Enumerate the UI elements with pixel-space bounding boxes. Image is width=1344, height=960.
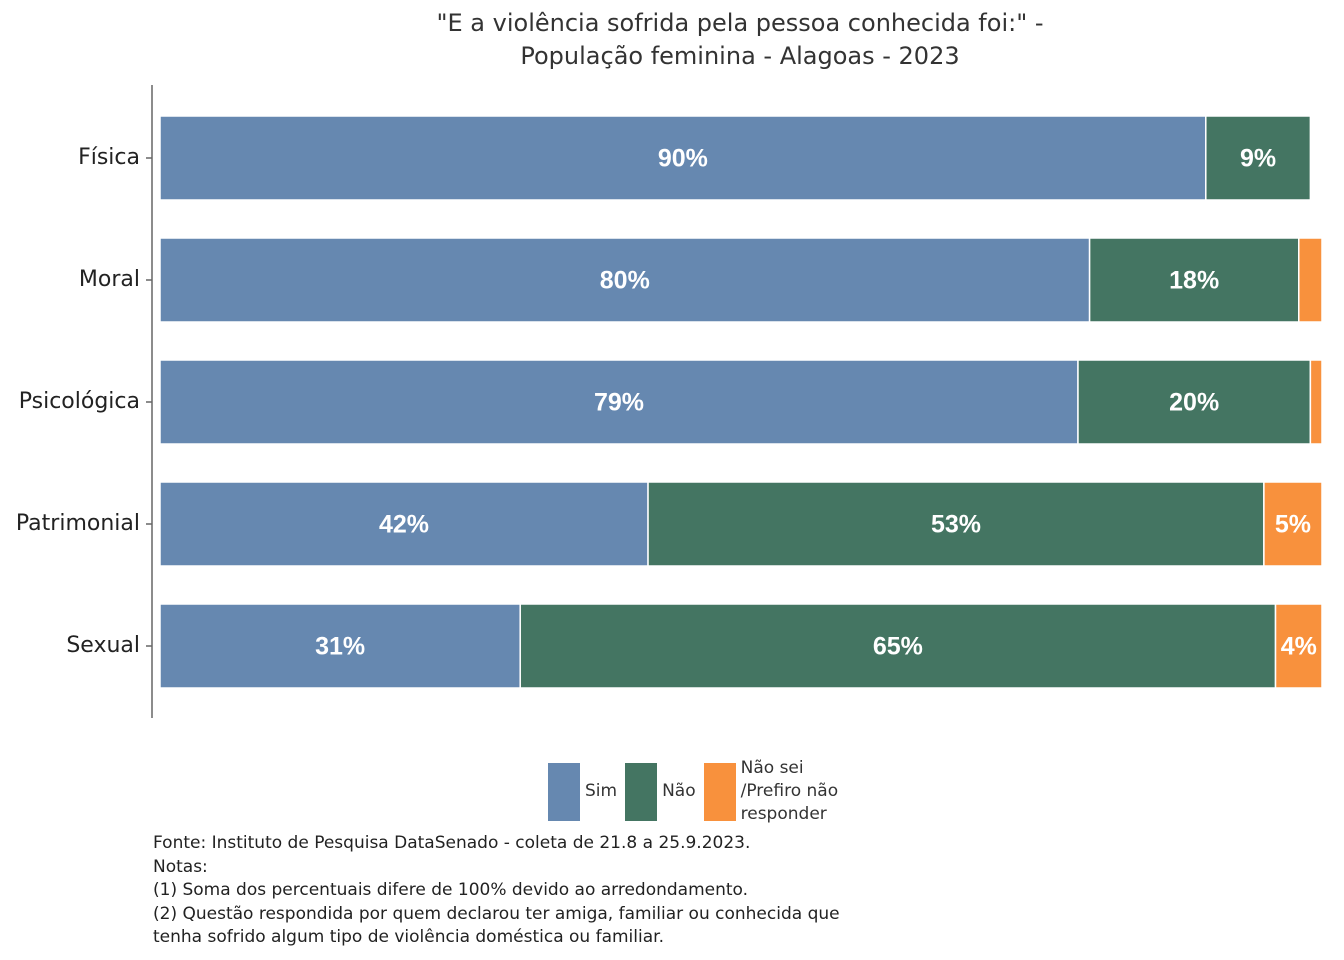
chart-title: "E a violência sofrida pela pessoa conhe… [436,9,1043,37]
legend-label: Não [662,781,696,801]
legend-swatch [703,762,736,821]
data-label: 42% [379,511,429,539]
data-label: 4% [1281,633,1317,661]
bar-segment [159,603,521,689]
data-label: 53% [931,511,981,539]
chart-title: População feminina - Alagoas - 2023 [520,42,959,70]
legend-item: Não [625,762,696,821]
data-label: 79% [594,389,644,417]
note-line: Notas: [153,856,208,877]
y-tick-label: Psicológica [19,389,140,414]
legend-swatch [625,762,658,821]
legend: Sim Não Não sei /Prefiro não responder [548,757,877,826]
y-tick-label: Moral [79,267,140,292]
data-label: 20% [1169,389,1219,417]
note-line: tenha sofrido algum tipo de violência do… [153,927,664,947]
data-label: 9% [1240,145,1276,173]
bar-segment [159,359,1079,445]
chart: "E a violência sofrida pela pessoa conhe… [16,9,1323,718]
bar-segment [159,237,1091,323]
legend-item: Não sei /Prefiro não responder [703,757,869,826]
data-label: 18% [1169,267,1219,295]
y-tick-label: Sexual [66,633,140,658]
y-tick-label: Patrimonial [16,511,140,536]
data-label: 5% [1275,511,1311,539]
note-line: (2) Questão respondida por quem declarou… [153,903,840,924]
note-line: Fonte: Instituto de Pesquisa DataSenado … [153,833,751,853]
data-label: 31% [315,633,365,661]
legend-label: Sim [585,781,618,801]
bar-segment [159,481,649,567]
y-tick-label: Física [78,145,140,170]
data-label: 65% [873,633,923,661]
bar-segment [1298,237,1323,323]
bar-segment [1274,603,1323,689]
bar-segment [1309,359,1323,445]
bar-segment [1263,481,1323,567]
bar-segment [1205,115,1312,201]
legend-swatch [548,762,580,821]
bar-segment [159,115,1207,201]
bar-segment [1077,359,1312,445]
bar-segment [1088,237,1300,323]
data-label: 80% [600,267,650,295]
legend-item: Sim [548,762,618,821]
notes: Fonte: Instituto de Pesquisa DataSenado … [153,832,840,950]
data-label: 90% [658,145,708,173]
note-line: (1) Soma dos percentuais difere de 100% … [153,880,749,900]
legend-label: Não sei /Prefiro não responder [740,758,839,824]
bar-segment [519,603,1277,689]
